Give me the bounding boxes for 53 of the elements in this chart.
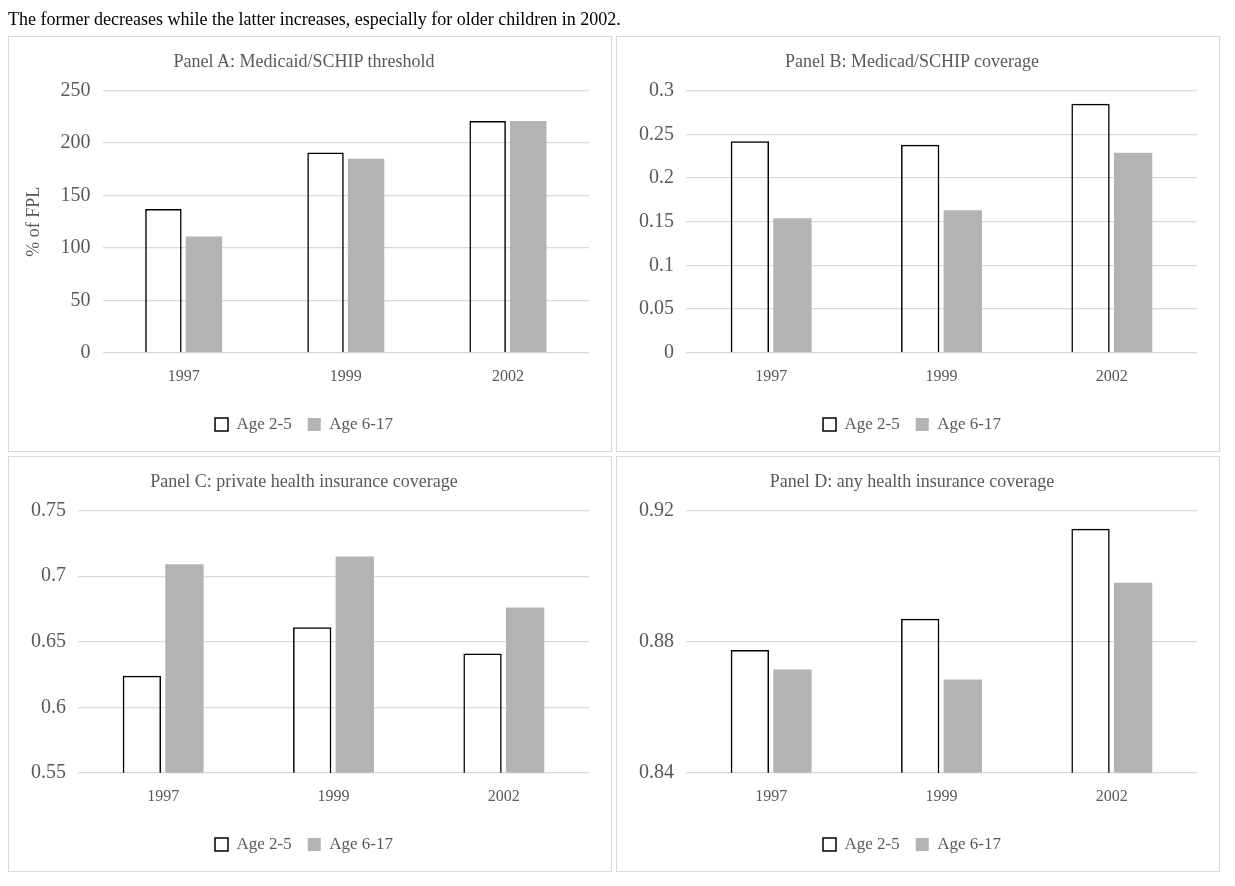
x-tick-label: 1997 xyxy=(755,786,788,804)
y-tick-label: 0.25 xyxy=(639,121,674,144)
legend-label: Age 2-5 xyxy=(844,413,900,433)
legend-label: Age 2-5 xyxy=(236,833,292,853)
bar xyxy=(1113,152,1153,353)
x-tick-label: 2002 xyxy=(487,786,520,804)
y-tick-label: 50 xyxy=(70,287,91,310)
x-tick-label: 1997 xyxy=(167,366,200,384)
y-tick-label: 0.05 xyxy=(639,296,674,319)
legend-label: Age 2-5 xyxy=(236,413,292,433)
x-tick-label: 2002 xyxy=(491,366,524,384)
y-tick-label: 0.15 xyxy=(639,208,674,231)
legend-label: Age 2-5 xyxy=(844,833,900,853)
y-tick-label: 0 xyxy=(664,340,674,363)
y-tick-label: 0.92 xyxy=(639,497,674,520)
y-tick-label: 200 xyxy=(60,130,91,153)
x-tick-label: 1999 xyxy=(317,786,350,804)
y-tick-label: 0.88 xyxy=(639,628,674,651)
bar xyxy=(773,218,812,353)
legend-label: Age 6-17 xyxy=(937,833,1002,853)
text: The former decreases while the latter increases, especially for older children in 2002. xyxy=(8,8,622,30)
chart-title: Panel A: Medicaid/SCHIP threshold xyxy=(173,50,435,71)
x-tick-label: 1997 xyxy=(755,366,788,384)
y-tick-label: 0.84 xyxy=(639,760,674,783)
y-tick-label: 0.55 xyxy=(31,760,66,783)
legend-label: Age 6-17 xyxy=(329,413,394,433)
y-axis-title: % of FPL xyxy=(22,186,43,257)
y-tick-label: 0.7 xyxy=(41,563,66,586)
y-tick-label: 0.65 xyxy=(31,628,66,651)
y-tick-label: 0 xyxy=(80,340,91,363)
legend-label: Age 6-17 xyxy=(329,833,394,853)
y-tick-label: 0.2 xyxy=(649,165,674,188)
y-tick-label: 150 xyxy=(60,182,91,205)
x-tick-label: 1997 xyxy=(147,786,180,804)
y-tick-label: 0.6 xyxy=(41,694,66,717)
y-tick-label: 0.1 xyxy=(649,252,674,275)
chart-title: Panel D: any health insurance coverage xyxy=(769,470,1055,491)
legend-label: Age 6-17 xyxy=(937,413,1002,433)
x-tick-label: 2002 xyxy=(1095,786,1128,804)
x-tick-label: 1999 xyxy=(925,366,958,384)
x-tick-label: 2002 xyxy=(1095,366,1128,384)
y-tick-label: 0.3 xyxy=(649,77,674,100)
chart-title: Panel B: Medicad/SCHIP coverage xyxy=(785,50,1039,71)
bar xyxy=(185,236,223,353)
chart-title: Panel C: private health insurance coverage xyxy=(150,470,458,491)
bar xyxy=(509,121,547,353)
bar xyxy=(347,158,385,353)
y-tick-label: 0.75 xyxy=(31,497,66,520)
x-tick-label: 1999 xyxy=(925,786,958,804)
bar xyxy=(943,210,982,353)
y-tick-label: 100 xyxy=(60,235,91,258)
x-tick-label: 1999 xyxy=(329,366,362,384)
y-tick-label: 250 xyxy=(60,77,91,100)
